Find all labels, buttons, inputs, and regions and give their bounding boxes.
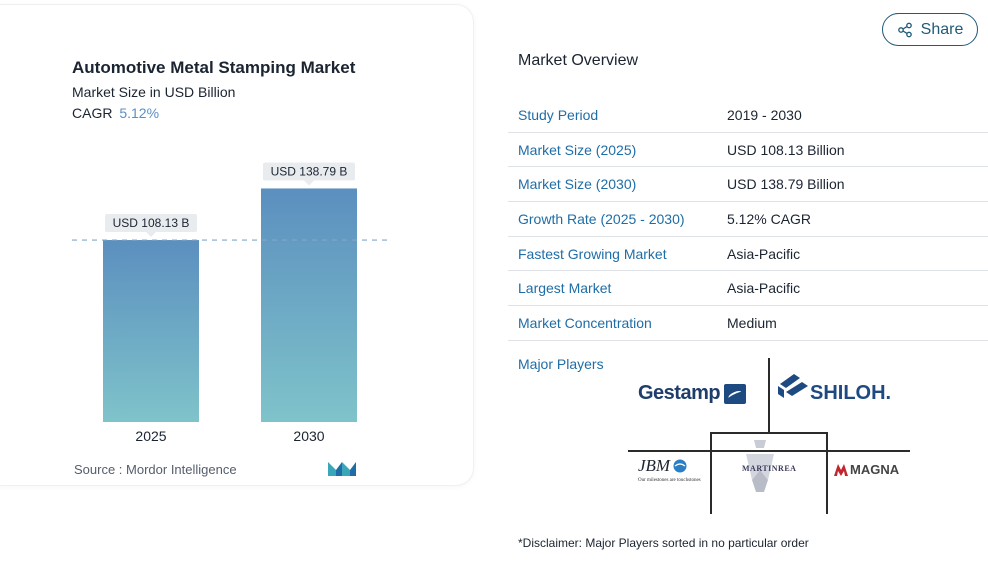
bar-2025 [103,240,199,422]
gestamp-mark-icon [724,383,747,404]
jbm-logo[interactable]: JBM [638,456,688,476]
gestamp-logo[interactable]: Gestamp [638,382,747,405]
overview-label[interactable]: Study Period [518,106,599,123]
overview-row: Fastest Growing Market Asia-Pacific [508,237,988,272]
overview-value: Medium [727,314,777,331]
overview-label[interactable]: Largest Market [518,280,612,297]
mordor-logo-icon [328,462,356,476]
data-label-bg [105,214,197,233]
grid-divider [768,358,770,432]
cagr-label: CAGR [72,105,113,121]
x-tick-label: 2025 [135,428,166,444]
jbm-globe-icon [673,459,687,473]
source-note: Source : Mordor Intelligence [74,462,237,477]
major-players-grid: Gestamp SHILOH. JBM Our milestones are t… [628,358,910,514]
martinrea-logo[interactable]: MARTINREA [742,440,797,492]
bar-2030 [261,188,357,422]
jbm-tagline: Our milestones are touchstones [638,478,701,483]
overview-label[interactable]: Growth Rate (2025 - 2030) [518,210,685,227]
overview-row: Market Size (2030) USD 138.79 Billion [508,167,988,203]
grid-divider [710,432,712,514]
martinrea-wordmark: MARTINREA [742,464,797,473]
gestamp-wordmark: Gestamp [638,382,721,404]
magna-mark-icon [834,463,848,476]
grid-divider [826,432,828,514]
data-label-bg [263,162,355,181]
magna-logo[interactable]: MAGNA [834,462,899,477]
overview-label[interactable]: Fastest Growing Market [518,245,667,262]
share-icon [897,22,912,37]
bar-chart: USD 108.13 B 2025 USD 138.79 B 2030 [72,162,392,444]
data-label-pointer [146,232,156,238]
data-label-pointer [304,180,314,186]
shiloh-wordmark: SHILOH. [810,381,892,404]
data-label: USD 108.13 B [113,216,190,230]
chart-cagr: CAGR 5.12% [72,105,159,121]
share-label: Share [920,20,964,38]
shiloh-logo[interactable]: SHILOH. [776,374,892,406]
overview-table: Study Period 2019 - 2030 Market Size (20… [508,98,988,341]
overview-value: Asia-Pacific [727,245,801,262]
disclaimer: *Disclaimer: Major Players sorted in no … [518,536,809,550]
jbm-wordmark: JBM [638,456,671,475]
overview-title: Market Overview [518,52,639,69]
overview-row: Largest Market Asia-Pacific [508,271,988,307]
grid-divider [628,450,910,452]
share-button[interactable]: Share [882,13,978,46]
magna-wordmark: MAGNA [850,462,900,477]
overview-value: 2019 - 2030 [727,106,802,123]
major-players-title: Major Players [518,356,604,372]
shiloh-mark-icon [778,374,808,398]
data-label: USD 138.79 B [271,164,348,178]
overview-value: 5.12% CAGR [727,210,812,227]
overview-value: USD 108.13 Billion [727,141,845,158]
x-tick-label: 2030 [293,428,324,444]
cagr-value: 5.12% [119,105,160,121]
chart-card [0,4,474,486]
overview-label[interactable]: Market Concentration [518,314,652,331]
overview-label[interactable]: Market Size (2025) [518,141,637,158]
overview-label[interactable]: Market Size (2030) [518,176,637,193]
overview-row: Market Size (2025) USD 108.13 Billion [508,133,988,168]
martinrea-mark-icon [746,440,774,492]
chart-title: Automotive Metal Stamping Market [72,58,356,77]
chart-subtitle: Market Size in USD Billion [72,84,236,100]
overview-value: Asia-Pacific [727,280,801,297]
overview-row: Study Period 2019 - 2030 [508,98,988,133]
grid-divider [710,432,826,434]
overview-row: Growth Rate (2025 - 2030) 5.12% CAGR [508,202,988,237]
overview-value: USD 138.79 Billion [727,176,845,193]
overview-row: Market Concentration Medium [508,306,988,341]
